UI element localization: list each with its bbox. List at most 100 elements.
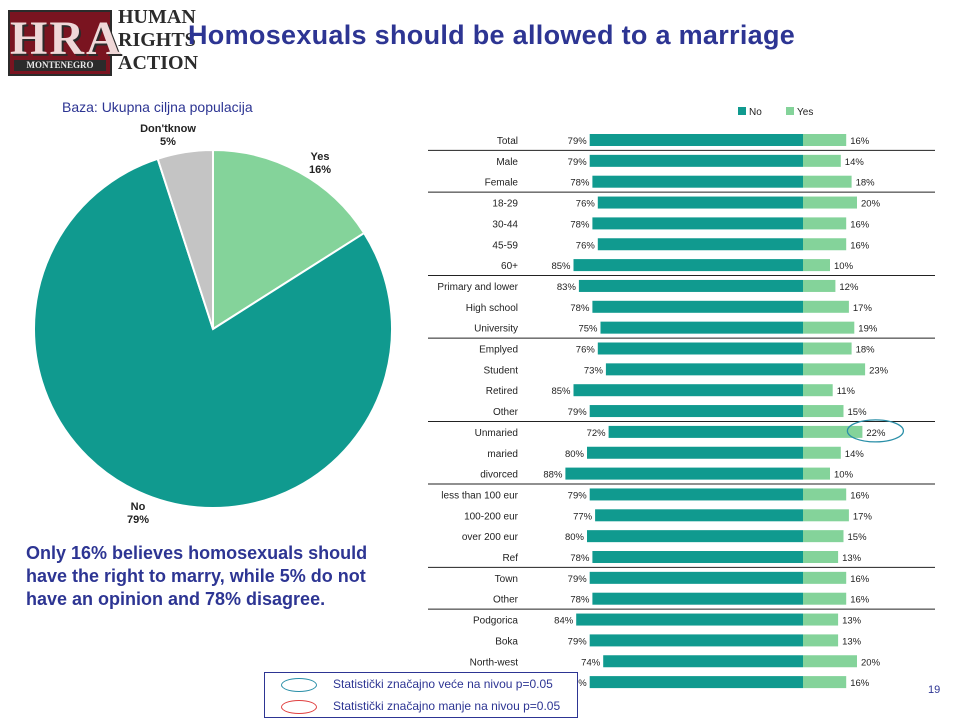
bar-yes-value: 16% — [850, 678, 870, 689]
bar-yes — [803, 363, 866, 376]
category-label: Retired — [486, 386, 518, 397]
category-label: 60+ — [501, 261, 518, 272]
bar-yes — [803, 259, 830, 272]
category-label: Male — [496, 157, 518, 168]
bar-yes-value: 13% — [842, 616, 862, 627]
bar-yes-value: 11% — [837, 386, 856, 397]
bar-no — [565, 467, 803, 480]
bar-chart: No Yes Total 79% 16% Male 79% 14% Female 78% 18% 18… — [428, 107, 935, 689]
pie-label-yes: Yes — [311, 151, 330, 163]
bar-no-value: 83% — [557, 282, 577, 293]
bar-no — [592, 551, 803, 563]
significance-higher-label: Statistički značajno veće na nivou p=0.0… — [333, 677, 553, 691]
bar-no-value: 85% — [551, 386, 571, 397]
bar-no-value: 79% — [568, 636, 588, 647]
bar-yes — [803, 571, 847, 584]
category-label: Ref — [502, 553, 518, 564]
bar-yes-value: 18% — [856, 178, 876, 189]
bar-no-value: 72% — [587, 428, 607, 439]
bar-no-value: 80% — [565, 532, 585, 543]
bar-yes — [803, 551, 839, 563]
bar-yes-value: 19% — [858, 324, 878, 335]
bar-no-value: 79% — [568, 490, 588, 501]
bar-yes-value: 16% — [850, 219, 870, 230]
bar-yes — [803, 217, 847, 230]
significance-higher: Statistički značajno veće na nivou p=0.0… — [265, 675, 577, 695]
bar-yes — [803, 384, 833, 397]
bar-no — [592, 300, 803, 313]
bar-no — [592, 217, 803, 230]
category-label: less than 100 eur — [441, 490, 518, 501]
bar-yes — [803, 196, 857, 209]
bar-yes — [803, 279, 836, 292]
base-population-label: Baza: Ukupna ciljna populacija — [62, 99, 253, 115]
pie-value-yes: 16% — [309, 164, 331, 176]
bar-no — [595, 509, 803, 522]
category-label: 100-200 eur — [464, 511, 519, 522]
hra-logo: HRA MONTENEGRO HUMAN RIGHTS ACTION — [4, 4, 198, 76]
bar-no — [605, 363, 803, 376]
bar-no-value: 78% — [570, 553, 590, 564]
bar-no-value: 79% — [568, 136, 588, 147]
bar-yes-value: 10% — [834, 261, 854, 272]
bar-yes-value: 12% — [839, 282, 859, 293]
category-label: 45-59 — [492, 240, 518, 251]
bar-no-value: 84% — [554, 616, 574, 627]
bar-no-value: 76% — [576, 240, 596, 251]
ellipse-higher-icon — [281, 678, 317, 692]
category-label: University — [474, 324, 518, 335]
bar-yes-value: 16% — [850, 490, 870, 501]
bar-yes — [803, 655, 857, 668]
bar-yes — [803, 405, 844, 418]
bar-no-value: 76% — [576, 345, 596, 356]
bar-yes — [803, 592, 847, 605]
bar-no — [589, 154, 803, 167]
category-label: 18-29 — [492, 199, 518, 210]
bar-yes — [803, 530, 844, 543]
category-label: Boka — [495, 636, 518, 647]
legend-label-no: No — [749, 107, 762, 118]
pie-value-no: 79% — [127, 514, 149, 526]
bar-yes — [803, 425, 863, 438]
bar-no-value: 78% — [570, 595, 590, 606]
bar-yes — [803, 154, 841, 167]
page-title: Homosexuals should be allowed to a marri… — [188, 20, 796, 50]
bar-yes-value: 15% — [848, 407, 868, 418]
bar-yes — [803, 342, 852, 355]
bar-no — [589, 405, 803, 418]
bar-yes-value: 17% — [853, 303, 873, 314]
bar-yes — [803, 613, 839, 626]
bar-yes — [803, 238, 847, 251]
category-label: 30-44 — [492, 219, 518, 230]
legend-swatch-no — [738, 107, 746, 115]
pie-value-don-t-know: 5% — [160, 136, 176, 148]
bar-no-value: 88% — [543, 470, 563, 481]
bar-no — [597, 238, 803, 251]
legend-label-yes: Yes — [797, 107, 813, 118]
significance-lower-label: Statistički značajno manje na nivou p=0.… — [333, 699, 561, 713]
bar-yes-value: 13% — [842, 636, 862, 647]
bar-yes-value: 18% — [856, 345, 876, 356]
category-label: Podgorica — [473, 616, 518, 627]
bar-no — [589, 134, 803, 146]
bar-yes-value: 10% — [834, 470, 854, 481]
bar-no — [589, 571, 803, 584]
bar-yes — [803, 134, 847, 146]
bar-yes-value: 23% — [869, 365, 889, 376]
pie-label-no: No — [131, 501, 146, 513]
bar-no — [589, 634, 803, 647]
bar-yes-value: 16% — [850, 240, 870, 251]
bar-no — [589, 488, 803, 501]
bar-no — [600, 321, 803, 334]
category-label: Student — [484, 365, 519, 376]
logo-word-action: ACTION — [118, 52, 199, 74]
bar-yes — [803, 509, 849, 522]
bar-yes-value: 17% — [853, 511, 873, 522]
bar-yes — [803, 634, 839, 647]
bar-no-value: 79% — [568, 407, 588, 418]
significance-legend: Statistički značajno veće na nivou p=0.0… — [264, 672, 578, 718]
bar-yes-value: 14% — [845, 449, 865, 460]
bar-no — [573, 259, 803, 272]
category-label: divorced — [480, 470, 518, 481]
